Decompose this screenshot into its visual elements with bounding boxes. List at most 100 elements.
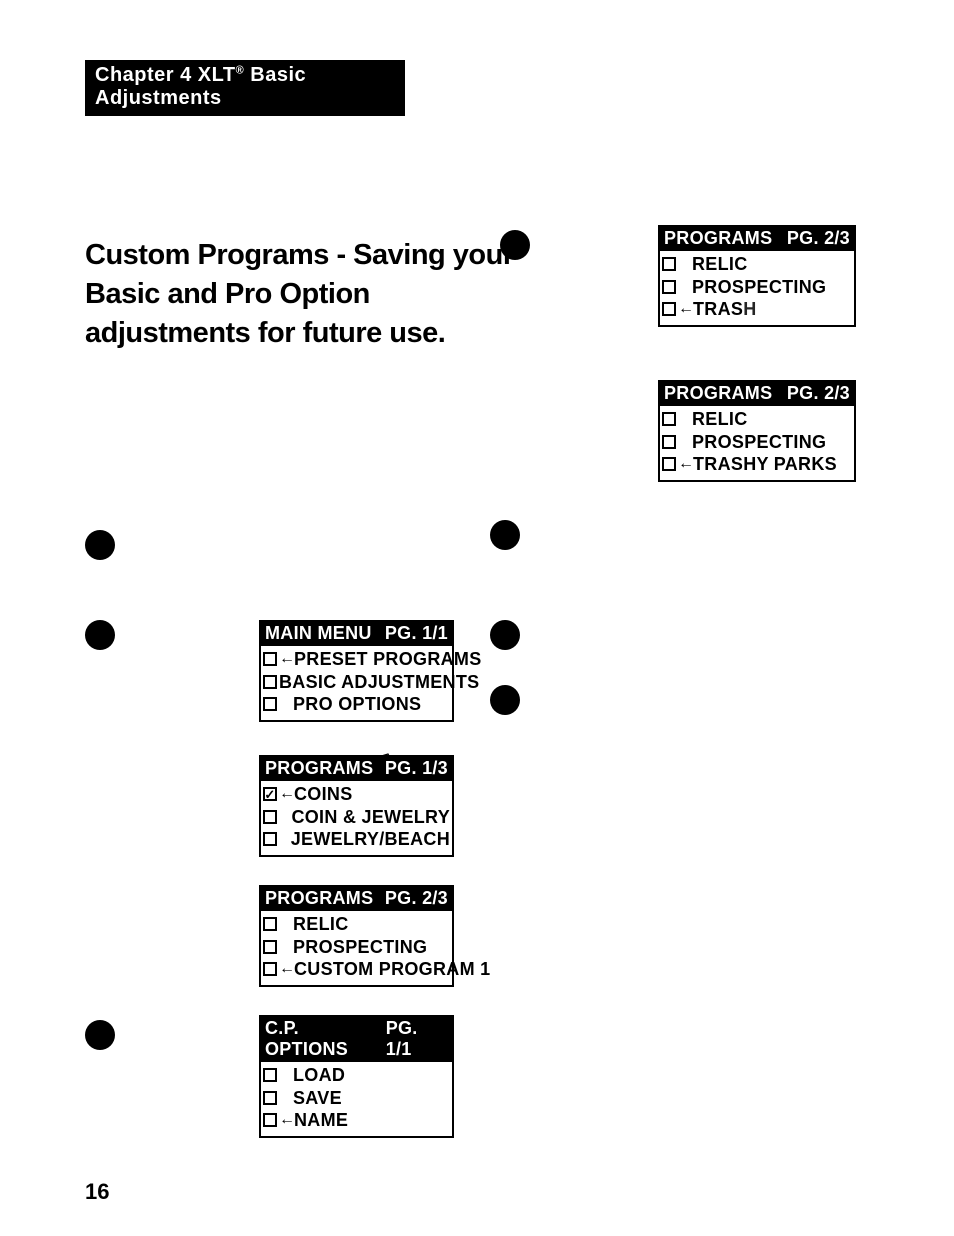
- menu-header-page: PG. 1/1: [386, 1018, 448, 1060]
- checkbox-icon: [263, 652, 277, 666]
- menu-item[interactable]: RELIC: [263, 913, 450, 936]
- menu-programs_p2: PROGRAMSPG. 2/3RELICPROSPECTING←CUSTOM P…: [259, 885, 454, 987]
- menu-header-page: PG. 2/3: [787, 383, 850, 404]
- checkbox-icon: [662, 457, 676, 471]
- checkbox-icon: [263, 962, 277, 976]
- menu-item[interactable]: ←TRASHY PARKS: [662, 453, 852, 476]
- menu-items: RELICPROSPECTING←TRASHY PARKS: [660, 406, 854, 480]
- menu-item[interactable]: PROSPECTING: [662, 276, 852, 299]
- menu-header: PROGRAMS PG. 2/3: [660, 227, 854, 251]
- checkbox-icon: [662, 302, 676, 316]
- menu-header-page: PG. 2/3: [787, 228, 850, 249]
- menu-item-label: PRESET PROGRAMS: [294, 648, 482, 671]
- checkbox-icon: [263, 832, 277, 846]
- menu-header-page: PG. 1/3: [385, 758, 448, 779]
- menu-items: RELICPROSPECTING←CUSTOM PROGRAM 1: [261, 911, 452, 985]
- bullet-marker: [85, 620, 115, 650]
- menu-item[interactable]: LOAD: [263, 1064, 450, 1087]
- menu-item-label: PRO OPTIONS: [293, 693, 421, 716]
- menu-header-title: PROGRAMS: [664, 383, 772, 404]
- checkbox-icon: [662, 412, 676, 426]
- menu-item[interactable]: RELIC: [662, 408, 852, 431]
- menu-item-label: COINS: [294, 783, 353, 806]
- menu-items: ←PRESET PROGRAMSBASIC ADJUSTMENTSPRO OPT…: [261, 646, 452, 720]
- menu-header: PROGRAMS PG. 1/3: [261, 757, 452, 781]
- menu-item-label: PROSPECTING: [293, 936, 427, 959]
- menu-item-label: RELIC: [293, 913, 349, 936]
- checkbox-icon: [263, 810, 277, 824]
- menu-item[interactable]: ←PRESET PROGRAMS: [263, 648, 450, 671]
- menu-item[interactable]: ←CUSTOM PROGRAM 1: [263, 958, 450, 981]
- arrow-left-icon: ←: [279, 1110, 293, 1130]
- checkbox-icon: ✓: [263, 787, 277, 801]
- menu-items: RELICPROSPECTING←TRASH: [660, 251, 854, 325]
- menu-item[interactable]: PRO OPTIONS: [263, 693, 450, 716]
- menu-header-title: PROGRAMS: [664, 228, 772, 249]
- bullet-marker: [500, 230, 530, 260]
- chapter-reg-mark: ®: [236, 64, 245, 76]
- menu-item[interactable]: PROSPECTING: [263, 936, 450, 959]
- arrow-left-icon: ←: [279, 784, 293, 804]
- menu-item[interactable]: SAVE: [263, 1087, 450, 1110]
- checkbox-icon: [263, 697, 277, 711]
- menu-item-label: NAME: [294, 1109, 348, 1132]
- menu-item[interactable]: JEWELRY/BEACH: [263, 828, 450, 851]
- arrow-left-icon: ←: [279, 649, 293, 669]
- menu-header-title: C.P. OPTIONS: [265, 1018, 386, 1060]
- checkbox-icon: [263, 675, 277, 689]
- checkbox-icon: [263, 940, 277, 954]
- menu-item-label: PROSPECTING: [692, 431, 826, 454]
- menu-header-title: PROGRAMS: [265, 758, 373, 779]
- menu-items: ✓←COINSCOIN & JEWELRYJEWELRY/BEACH: [261, 781, 452, 855]
- checkbox-icon: [662, 257, 676, 271]
- menu-header: C.P. OPTIONSPG. 1/1: [261, 1017, 452, 1062]
- menu-item-label: LOAD: [293, 1064, 345, 1087]
- menu-header-title: MAIN MENU: [265, 623, 372, 644]
- bullet-marker: [490, 620, 520, 650]
- menu-item-label: COIN & JEWELRY: [291, 806, 450, 829]
- menu-item-label: RELIC: [692, 253, 748, 276]
- menu-item-label: SAVE: [293, 1087, 342, 1110]
- page-number: 16: [85, 1179, 109, 1205]
- menu-item[interactable]: ✓←COINS: [263, 783, 450, 806]
- menu-item-label: TRASH: [693, 298, 753, 321]
- bullet-marker: [85, 530, 115, 560]
- section-title: Custom Programs - Saving your Basic and …: [85, 236, 515, 353]
- menu-item-label: JEWELRY/BEACH: [291, 828, 450, 851]
- menu-cp_options: C.P. OPTIONSPG. 1/1LOADSAVE←NAME: [259, 1015, 454, 1138]
- checkbox-icon: [263, 1113, 277, 1127]
- menu-header-title: PROGRAMS: [265, 888, 373, 909]
- checkbox-icon: [662, 435, 676, 449]
- bullet-marker: [490, 520, 520, 550]
- checkbox-icon: [263, 917, 277, 931]
- chapter-header-bar: Chapter 4 XLT® Basic Adjustments: [85, 60, 405, 116]
- menu-header: PROGRAMS PG. 2/3: [261, 887, 452, 911]
- menu-item-label: RELIC: [692, 408, 748, 431]
- menu-item-label: CUSTOM PROGRAM 1: [294, 958, 490, 981]
- menu-items: LOADSAVE←NAME: [261, 1062, 452, 1136]
- bullet-marker: [490, 685, 520, 715]
- menu-item[interactable]: ←NAME: [263, 1109, 450, 1132]
- menu-header-page: PG. 2/3: [385, 888, 448, 909]
- menu-item[interactable]: RELIC: [662, 253, 852, 276]
- chapter-prefix: Chapter 4 XLT: [95, 64, 236, 86]
- menu-item-label: TRASHY PARKS: [693, 453, 837, 476]
- menu-top_right_1: PROGRAMSPG. 2/3RELICPROSPECTING←TRASH: [658, 225, 856, 327]
- arrow-left-icon: ←: [678, 454, 692, 474]
- arrow-left-icon: ←: [678, 299, 692, 319]
- menu-item[interactable]: ←TRASH: [662, 298, 852, 321]
- checkbox-icon: [263, 1068, 277, 1082]
- menu-main_menu: MAIN MENUPG. 1/1←PRESET PROGRAMSBASIC AD…: [259, 620, 454, 722]
- checkbox-icon: [263, 1091, 277, 1105]
- menu-item[interactable]: PROSPECTING: [662, 431, 852, 454]
- menu-top_right_2: PROGRAMSPG. 2/3RELICPROSPECTING←TRASHY P…: [658, 380, 856, 482]
- arrow-left-icon: ←: [279, 959, 293, 979]
- checkbox-icon: [662, 280, 676, 294]
- menu-header-page: PG. 1/1: [385, 623, 448, 644]
- menu-header: MAIN MENU PG. 1/1: [261, 622, 452, 646]
- menu-item-label: BASIC ADJUSTMENTS: [279, 671, 479, 694]
- menu-item[interactable]: COIN & JEWELRY: [263, 806, 450, 829]
- menu-header: PROGRAMS PG. 2/3: [660, 382, 854, 406]
- menu-item[interactable]: BASIC ADJUSTMENTS: [263, 671, 450, 694]
- menu-item-label: PROSPECTING: [692, 276, 826, 299]
